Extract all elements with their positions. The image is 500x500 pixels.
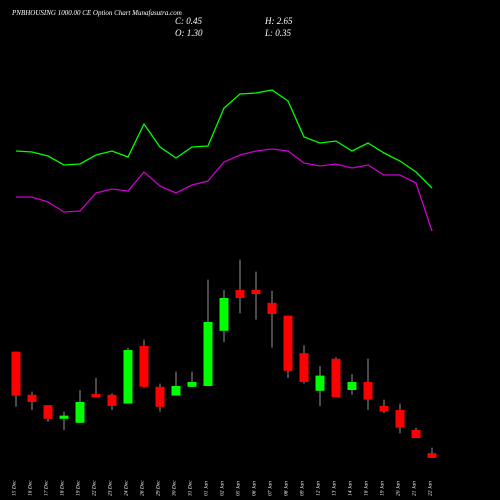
x-tick-label: 02 Jan bbox=[219, 481, 225, 496]
candle-body bbox=[347, 382, 357, 390]
x-tick-label: 05 Jan bbox=[235, 481, 241, 496]
x-tick-label: 09 Jan bbox=[299, 481, 305, 496]
indicator-line bbox=[16, 148, 433, 232]
candle-body bbox=[171, 386, 181, 396]
x-tick-label: 23 Dec bbox=[107, 480, 113, 496]
x-tick-label: 24 Dec bbox=[122, 480, 129, 496]
candle-body bbox=[139, 346, 149, 387]
candle-body bbox=[155, 386, 165, 407]
x-tick-label: 14 Jan bbox=[346, 481, 353, 496]
candle-body bbox=[27, 394, 37, 402]
x-tick-label: 16 Jan bbox=[363, 481, 369, 496]
candle-body bbox=[315, 375, 325, 391]
indicator-line bbox=[15, 89, 433, 189]
x-tick-label: 21 Jan bbox=[411, 481, 417, 496]
candle-body bbox=[203, 322, 213, 386]
x-tick-label: 22 Dec bbox=[91, 480, 97, 496]
x-tick-label: 17 Dec bbox=[43, 480, 49, 496]
x-tick-label: 18 Dec bbox=[59, 480, 65, 496]
x-tick-label: 31 Dec bbox=[187, 480, 193, 497]
candle-body bbox=[187, 382, 197, 387]
candle-body bbox=[219, 298, 229, 331]
candle-body bbox=[331, 358, 341, 398]
x-tick-label: 29 Dec bbox=[155, 480, 161, 496]
x-tick-label: 20 Jan bbox=[395, 481, 401, 496]
x-tick-label: 19 Jan bbox=[379, 481, 385, 496]
candle-body bbox=[267, 302, 277, 314]
x-tick-label: 07 Jan bbox=[267, 481, 273, 496]
x-tick-label: 22 Jan bbox=[427, 481, 433, 496]
candle-body bbox=[427, 453, 437, 458]
close-label: C: 0.45 bbox=[175, 16, 203, 26]
x-tick-label: 15 Dec bbox=[11, 480, 17, 496]
candle-body bbox=[283, 315, 293, 371]
candle-body bbox=[123, 350, 133, 404]
x-tick-label: 30 Dec bbox=[171, 480, 177, 497]
candle-body bbox=[91, 394, 101, 398]
x-tick-label: 12 Jan bbox=[315, 481, 321, 496]
candle-body bbox=[75, 402, 85, 423]
candle-body bbox=[395, 410, 405, 428]
x-tick-label: 26 Dec bbox=[139, 480, 145, 496]
high-label: H: 2.65 bbox=[264, 16, 293, 26]
candle-body bbox=[11, 351, 21, 396]
x-tick-label: 06 Jan bbox=[251, 481, 257, 496]
x-tick-label: 16 Dec bbox=[27, 480, 33, 496]
candle-body bbox=[59, 415, 69, 419]
x-tick-label: 01 Jan bbox=[203, 481, 209, 496]
candle-body bbox=[251, 290, 261, 294]
candle-body bbox=[43, 405, 53, 419]
open-label: O: 1.30 bbox=[175, 28, 203, 38]
x-tick-label: 19 Dec bbox=[75, 480, 81, 496]
candle-body bbox=[411, 430, 421, 438]
chart-title: PNBHOUSING 1000.00 CE Option Chart Munaf… bbox=[11, 9, 182, 17]
candle-body bbox=[363, 382, 373, 400]
x-tick-label: 13 Jan bbox=[331, 481, 337, 496]
candle-body bbox=[379, 406, 389, 412]
candle-body bbox=[235, 290, 245, 298]
x-tick-label: 08 Jan bbox=[283, 481, 289, 496]
candle-body bbox=[299, 353, 309, 382]
low-label: L: 0.35 bbox=[264, 28, 292, 38]
candle-body bbox=[107, 394, 117, 406]
